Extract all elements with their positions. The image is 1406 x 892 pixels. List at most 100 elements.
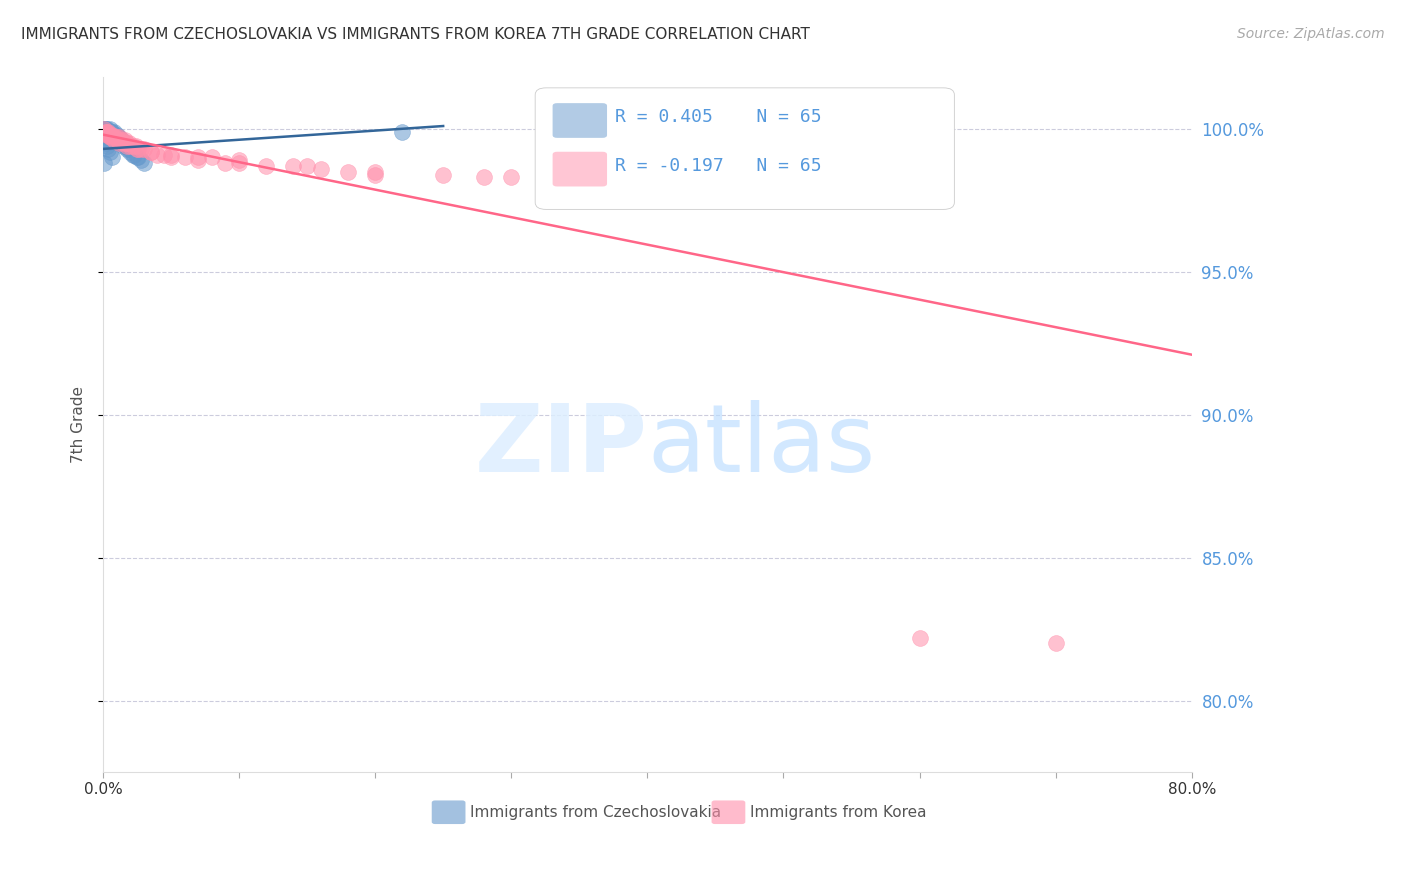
Point [139,145,162,159]
Point [124,139,146,153]
Point [114,133,136,147]
FancyBboxPatch shape [553,152,607,186]
Point [111,136,134,151]
Point [704,176,727,190]
Point [93,121,115,136]
Point [309,161,332,176]
Point [93,121,115,136]
Point [107,130,129,145]
Point [100,130,122,145]
Point [568,173,591,187]
Point [432,168,454,182]
Point [104,128,127,142]
Point [391,125,413,139]
Point [103,128,125,142]
Point [472,170,495,185]
Text: atlas: atlas [647,400,876,491]
Y-axis label: 7th Grade: 7th Grade [72,386,86,463]
Point [100,128,122,142]
Point [96,125,118,139]
Point [97,125,120,139]
Point [96,121,118,136]
Point [121,139,143,153]
Point [98,121,121,136]
Point [93,125,115,139]
Point [101,125,124,139]
Point [595,176,617,190]
FancyBboxPatch shape [432,800,465,824]
Text: ZIP: ZIP [474,400,647,491]
Point [160,147,183,161]
Point [93,133,115,147]
Point [228,156,250,170]
Point [139,145,162,159]
Point [112,136,135,151]
Point [96,128,118,142]
Point [100,125,122,139]
Point [97,125,120,139]
Point [94,125,117,139]
Point [111,133,134,147]
Point [105,130,128,145]
Point [94,125,117,139]
Point [94,125,117,139]
Point [101,128,124,142]
Text: Immigrants from Czechoslovakia: Immigrants from Czechoslovakia [470,805,721,820]
Point [364,168,387,182]
Point [114,139,136,153]
Point [94,136,117,151]
Point [93,130,115,145]
Point [254,159,277,173]
Point [108,136,131,151]
Point [336,165,359,179]
FancyBboxPatch shape [711,800,745,824]
Point [103,125,125,139]
Point [117,136,139,151]
Point [1045,636,1067,650]
Point [122,147,145,161]
Point [295,159,318,173]
Point [115,139,138,153]
Point [103,130,125,145]
Point [98,145,121,159]
Point [96,125,118,139]
Point [118,136,141,151]
Point [93,121,115,136]
Point [108,130,131,145]
FancyBboxPatch shape [553,103,607,138]
Point [117,139,139,153]
Point [112,139,135,153]
Point [117,142,139,156]
Point [201,151,224,165]
Point [187,151,209,165]
Point [132,156,155,170]
Point [364,165,387,179]
Point [214,156,236,170]
Point [115,136,138,151]
Text: R = -0.197   N = 65: R = -0.197 N = 65 [614,157,821,175]
Point [112,136,135,151]
Point [98,128,121,142]
Point [228,153,250,168]
Point [120,145,142,159]
Point [127,151,149,165]
Point [108,133,131,147]
Point [129,153,152,168]
Text: R = 0.405    N = 65: R = 0.405 N = 65 [614,108,821,126]
Point [98,125,121,139]
Point [104,130,127,145]
Point [908,631,931,645]
Point [772,179,794,194]
Point [93,156,115,170]
Point [96,139,118,153]
Point [636,176,658,190]
Point [107,133,129,147]
Point [93,125,115,139]
Point [107,133,129,147]
Point [153,147,176,161]
Point [101,130,124,145]
Point [105,130,128,145]
Point [93,121,115,136]
Point [103,133,125,147]
Point [108,130,131,145]
